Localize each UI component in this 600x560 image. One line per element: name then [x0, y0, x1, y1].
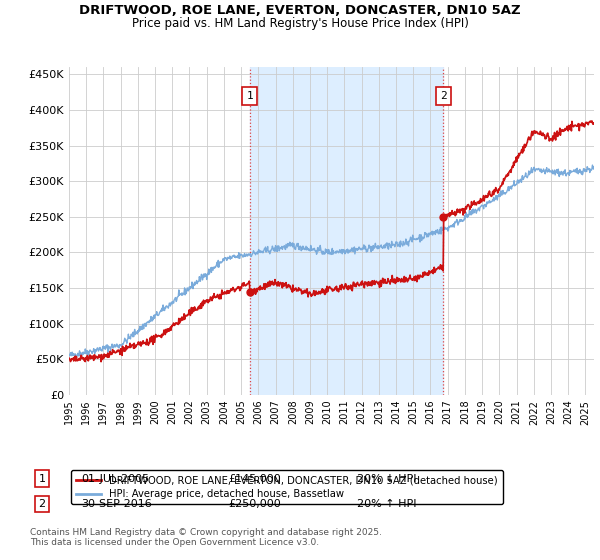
- Text: 1: 1: [38, 474, 46, 484]
- Text: 20% ↑ HPI: 20% ↑ HPI: [357, 499, 416, 509]
- Bar: [250, 67, 443, 395]
- Text: £145,000: £145,000: [228, 474, 281, 484]
- Text: DRIFTWOOD, ROE LANE, EVERTON, DONCASTER, DN10 5AZ: DRIFTWOOD, ROE LANE, EVERTON, DONCASTER,…: [79, 4, 521, 17]
- Text: 30-SEP-2016: 30-SEP-2016: [81, 499, 152, 509]
- Legend: DRIFTWOOD, ROE LANE, EVERTON, DONCASTER, DN10 5AZ (detached house), HPI: Average: DRIFTWOOD, ROE LANE, EVERTON, DONCASTER,…: [71, 470, 503, 504]
- Text: Price paid vs. HM Land Registry's House Price Index (HPI): Price paid vs. HM Land Registry's House …: [131, 17, 469, 30]
- Text: 2: 2: [38, 499, 46, 509]
- Text: £250,000: £250,000: [228, 499, 281, 509]
- Text: Contains HM Land Registry data © Crown copyright and database right 2025.
This d: Contains HM Land Registry data © Crown c…: [30, 528, 382, 547]
- Text: 1: 1: [247, 91, 253, 101]
- Text: 20% ↓ HPI: 20% ↓ HPI: [357, 474, 416, 484]
- Text: 2: 2: [440, 91, 447, 101]
- Text: 01-JUL-2005: 01-JUL-2005: [81, 474, 149, 484]
